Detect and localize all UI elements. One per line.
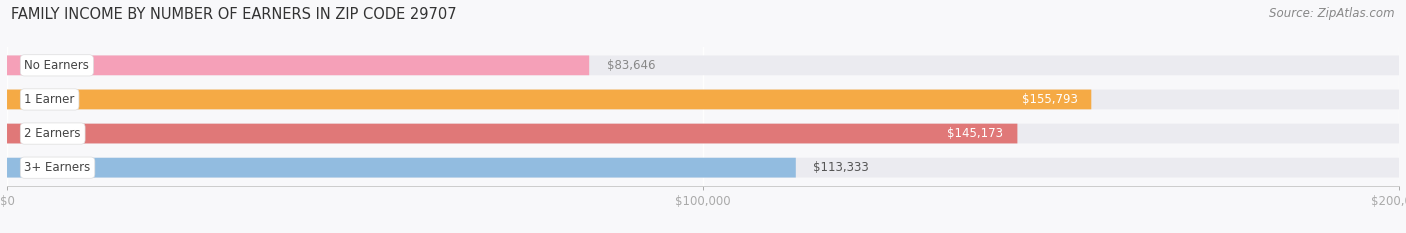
Text: 1 Earner: 1 Earner bbox=[24, 93, 75, 106]
Text: $83,646: $83,646 bbox=[606, 59, 655, 72]
Text: 3+ Earners: 3+ Earners bbox=[24, 161, 90, 174]
FancyBboxPatch shape bbox=[7, 158, 796, 178]
FancyBboxPatch shape bbox=[7, 124, 1018, 144]
FancyBboxPatch shape bbox=[7, 89, 1091, 109]
FancyBboxPatch shape bbox=[7, 55, 589, 75]
Text: $113,333: $113,333 bbox=[813, 161, 869, 174]
FancyBboxPatch shape bbox=[7, 89, 1399, 109]
FancyBboxPatch shape bbox=[7, 124, 1399, 144]
Text: $155,793: $155,793 bbox=[1022, 93, 1077, 106]
FancyBboxPatch shape bbox=[7, 158, 1399, 178]
Text: FAMILY INCOME BY NUMBER OF EARNERS IN ZIP CODE 29707: FAMILY INCOME BY NUMBER OF EARNERS IN ZI… bbox=[11, 7, 457, 22]
Text: No Earners: No Earners bbox=[24, 59, 90, 72]
Text: Source: ZipAtlas.com: Source: ZipAtlas.com bbox=[1270, 7, 1395, 20]
FancyBboxPatch shape bbox=[7, 55, 1399, 75]
Text: 2 Earners: 2 Earners bbox=[24, 127, 82, 140]
Text: $145,173: $145,173 bbox=[948, 127, 1004, 140]
